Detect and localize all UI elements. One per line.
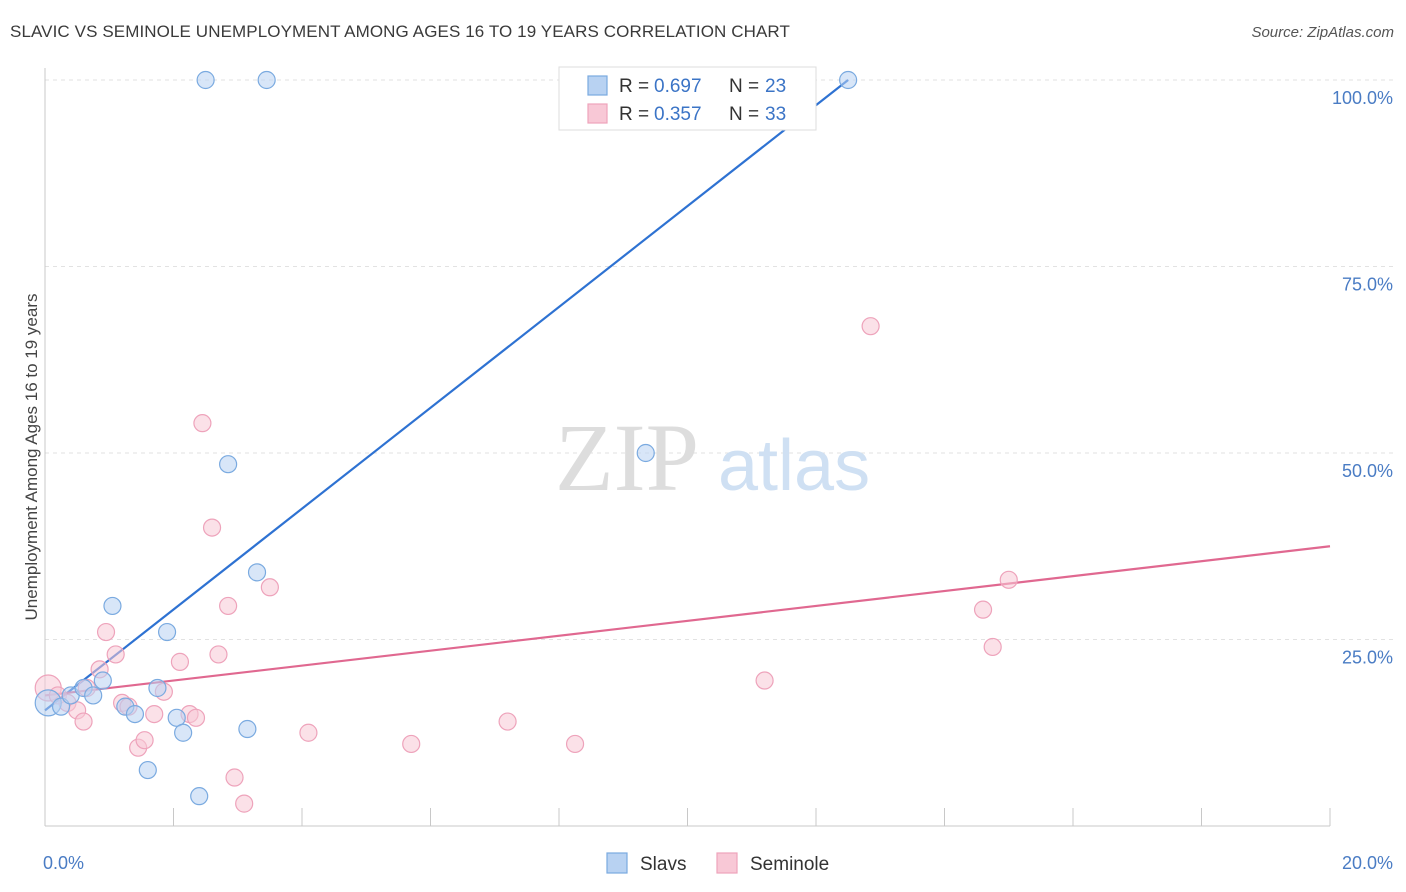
- y-tick-label-0: 100.0%: [1332, 88, 1393, 108]
- seminole-trend-line: [44, 545, 1331, 697]
- seminole-point-30: [861, 317, 880, 336]
- slavs-point-17: [238, 719, 257, 739]
- seminole-point-8: [106, 645, 125, 664]
- y-tick-label-1: 75.0%: [1342, 275, 1393, 295]
- legend-swatch-slavs: [587, 75, 608, 96]
- slavs-point-22: [839, 70, 858, 90]
- seminole-point-29: [755, 671, 774, 690]
- chart-source: Source: ZipAtlas.com: [1251, 24, 1394, 41]
- watermark-atlas: atlas: [718, 426, 870, 506]
- seminole-point-22: [225, 768, 244, 787]
- seminole-point-19: [202, 518, 222, 537]
- slavs-point-15: [196, 70, 215, 90]
- y-tick-label-2: 50.0%: [1342, 461, 1393, 481]
- gridlines: [45, 79, 1393, 640]
- slavs-trend-line: [44, 79, 849, 712]
- slavs-point-6: [103, 596, 122, 616]
- slavs-point-11: [157, 622, 177, 642]
- axes: [44, 68, 1331, 827]
- seminole-point-15: [170, 652, 190, 671]
- seminole-point-28: [565, 734, 585, 754]
- legend-swatch-seminole: [587, 103, 608, 124]
- seminole-point-17: [186, 708, 206, 727]
- legend-slavs-r-value: 0.697: [654, 76, 702, 97]
- bottom-legend-seminole: Seminole: [750, 854, 829, 875]
- seminole-point-26: [402, 734, 421, 754]
- legend-seminole-n-label: N =: [729, 104, 759, 125]
- y-tick-label-3: 25.0%: [1342, 648, 1393, 668]
- watermark: ZIP atlas: [555, 404, 870, 511]
- seminole-point-13: [145, 704, 164, 724]
- slavs-point-13: [174, 723, 193, 742]
- slavs-point-18: [247, 563, 267, 582]
- bottom-legend-slavs: Slavs: [640, 854, 686, 875]
- y-axis-label: Unemployment Among Ages 16 to 19 years: [22, 294, 41, 621]
- legend-slavs-r-label: R =: [619, 76, 649, 97]
- trend-lines: [44, 79, 1331, 712]
- legend-seminole-n-value: 33: [765, 104, 786, 125]
- bottom-legend-swatch-seminole: [716, 852, 738, 874]
- chart-title: SLAVIC VS SEMINOLE UNEMPLOYMENT AMONG AG…: [10, 22, 790, 41]
- slavs-point-10: [148, 678, 167, 698]
- slavs-point-5: [93, 671, 112, 690]
- seminole-point-18: [193, 414, 212, 433]
- seminole-point-20: [209, 645, 228, 664]
- seminole-point-7: [96, 622, 116, 642]
- slavs-point-20: [636, 443, 655, 463]
- slavs-point-16: [219, 455, 238, 474]
- legend-slavs-n-value: 23: [765, 76, 786, 97]
- slavs-point-9: [138, 760, 157, 780]
- seminole-point-33: [999, 570, 1018, 589]
- watermark-zip: ZIP: [555, 404, 699, 511]
- slavs-point-14: [190, 787, 209, 806]
- seminole-point-31: [973, 600, 993, 619]
- legend-slavs-n-label: N =: [729, 76, 759, 97]
- x-tick-label-0: 0.0%: [43, 853, 84, 873]
- data-points: [34, 70, 1018, 813]
- seminole-point-25: [299, 723, 318, 742]
- seminole-point-24: [260, 578, 279, 597]
- legend-seminole-r-label: R =: [619, 104, 649, 125]
- bottom-legend-swatch-slavs: [606, 852, 628, 874]
- tick-labels: 100.0% 75.0% 50.0% 25.0% 0.0% 20.0%: [43, 88, 1393, 873]
- x-tick-label-1: 20.0%: [1342, 853, 1393, 873]
- seminole-point-32: [983, 637, 1002, 657]
- seminole-point-12: [135, 731, 154, 750]
- legend-seminole-r-value: 0.357: [654, 104, 702, 125]
- legend-top: R = 0.697 N = 23 R = 0.357 N = 33: [558, 66, 817, 131]
- seminole-point-5: [74, 712, 93, 731]
- slavs-point-8: [125, 704, 145, 724]
- slavs-point-19: [257, 70, 276, 90]
- seminole-point-21: [219, 596, 238, 616]
- slavs-point-4: [84, 686, 103, 705]
- seminole-point-23: [235, 794, 254, 813]
- seminole-point-27: [498, 712, 517, 731]
- legend-bottom: Slavs Seminole: [606, 852, 829, 875]
